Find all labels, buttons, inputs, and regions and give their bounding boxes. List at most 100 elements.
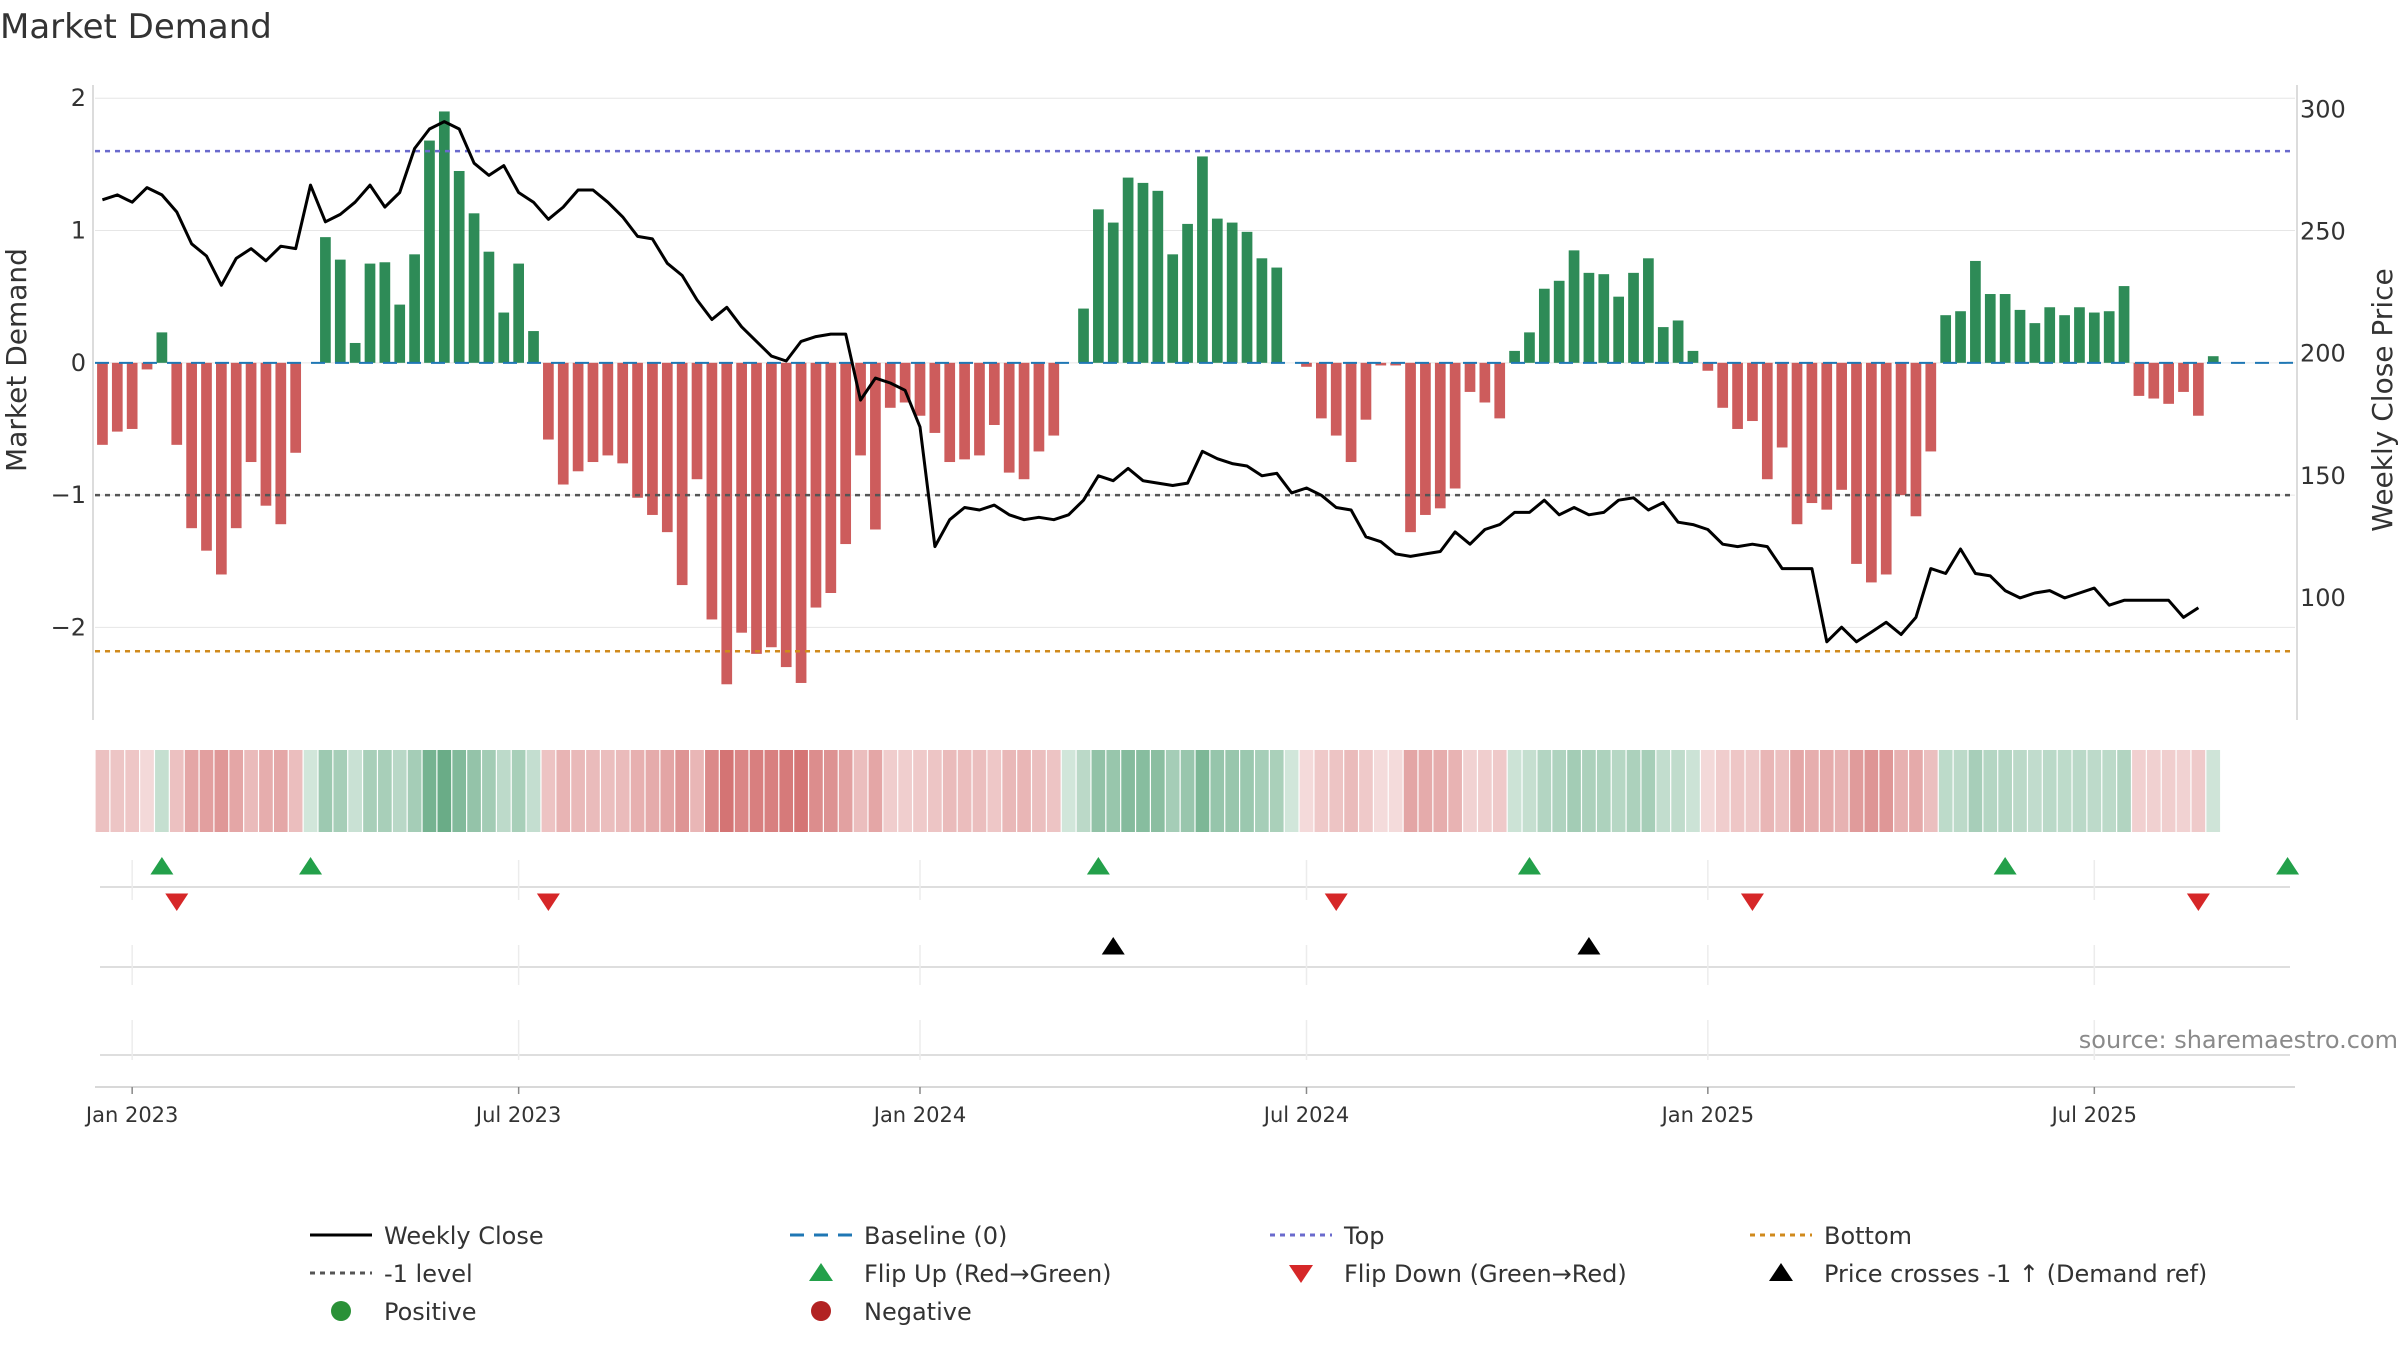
demand-bar: [661, 362, 673, 533]
legend-swatch: [331, 1301, 351, 1321]
demand-bar: [334, 259, 346, 363]
heat-strip-cell: [1983, 750, 1998, 832]
heat-strip-cell: [214, 750, 229, 832]
heat-strip-cell: [1715, 750, 1730, 832]
axes: 2 1 0 −1 −2 300 250 200 150 100 Jan 2023 Jul 2023 Ja…: [51, 84, 2346, 1127]
heat-strip-cell: [928, 750, 942, 832]
demand-bar: [2133, 362, 2145, 396]
heat-strip-cell: [2057, 750, 2072, 832]
demand-bar: [2178, 362, 2189, 392]
demand-bar: [186, 362, 197, 529]
heat-strip-cell: [1998, 750, 2012, 832]
demand-bar: [1375, 362, 1387, 366]
x-tick-label: Jan 2024: [872, 1103, 967, 1127]
heat-strip-cell: [779, 750, 794, 832]
heat-strip-cell: [1968, 750, 1983, 832]
heat-strip-cell: [1641, 750, 1656, 832]
demand-bar: [1405, 362, 1416, 533]
y-tick-left: 0: [71, 349, 86, 377]
demand-bar: [1152, 190, 1164, 363]
demand-bar: [513, 263, 524, 363]
heat-strip-cell: [1894, 750, 1908, 832]
demand-bar: [795, 362, 807, 683]
demand-bar: [1197, 156, 1208, 363]
demand-bar: [156, 332, 168, 363]
y-tick-right: 300: [2300, 95, 2346, 123]
heat-strip-cell: [199, 750, 214, 832]
flip-up-marker: [1993, 857, 2017, 875]
demand-bar: [1360, 362, 1372, 420]
heat-strip-cell: [898, 750, 912, 832]
heat-strip-cell: [1136, 750, 1150, 832]
flip-up-marker: [1086, 857, 1110, 875]
demand-bar: [1330, 362, 1342, 436]
heat-strip-cell: [809, 750, 823, 832]
demand-bar: [2059, 315, 2070, 363]
legend: Weekly Close Baseline (0) Top Bottom -1 leve…: [310, 1222, 2207, 1326]
y-tick-right: 150: [2300, 462, 2346, 490]
heat-strip-cell: [511, 750, 526, 832]
heat-strip-cell: [2117, 750, 2131, 832]
event-markers: [150, 857, 2300, 955]
heat-strip-cell: [1433, 750, 1448, 832]
heat-strip-cell: [1106, 750, 1121, 832]
demand-bar: [810, 362, 822, 608]
heat-strip-cell: [1359, 750, 1373, 832]
chart-title: Market Demand: [0, 7, 272, 47]
demand-bar: [1524, 332, 1535, 363]
demand-bar: [2029, 323, 2041, 363]
x-tick-label: Jul 2023: [474, 1103, 561, 1127]
demand-bar: [290, 362, 302, 453]
legend-swatch: [809, 1263, 833, 1281]
demand-bar: [1761, 362, 1773, 480]
heat-strip-cell: [318, 750, 333, 832]
heat-strip-cell: [1002, 750, 1017, 832]
demand-bar: [2044, 307, 2056, 363]
demand-bar: [1925, 362, 1937, 452]
heat-strip-cell: [1478, 750, 1492, 832]
demand-bar: [1568, 250, 1580, 363]
heat-strip-cell: [2042, 750, 2057, 832]
demand-bar: [914, 362, 926, 416]
demand-bar: [1494, 362, 1506, 419]
heat-strip-cell: [1403, 750, 1418, 832]
demand-bar: [1999, 294, 2011, 363]
heat-strip-cell: [467, 750, 481, 832]
heat-strip-cell: [1701, 750, 1715, 832]
heat-strip-cell: [794, 750, 808, 832]
demand-bar: [988, 362, 1000, 425]
heat-strip-cell: [1061, 750, 1076, 832]
demand-bar: [706, 362, 718, 620]
heat-strip-cell: [2191, 750, 2206, 832]
heat-strip-cell: [333, 750, 348, 832]
heat-strip-cell: [1046, 750, 1061, 832]
heat-strip-cell: [957, 750, 972, 832]
demand-bar: [1509, 350, 1520, 363]
demand-bar: [1955, 311, 1966, 363]
heat-strip-cell: [2161, 750, 2176, 832]
heat-strip-cell: [1567, 750, 1581, 832]
demand-bar: [2074, 307, 2085, 363]
legend-label: Flip Up (Red→Green): [864, 1260, 1112, 1288]
heat-strip-cell: [1834, 750, 1849, 832]
demand-bar: [1256, 258, 1268, 363]
heat-strip-cell: [1255, 750, 1269, 832]
demand-bar: [1940, 315, 1952, 363]
demand-bar: [1806, 362, 1818, 504]
demand-bar: [1316, 362, 1327, 419]
legend-swatch: [811, 1301, 831, 1321]
demand-bar: [543, 362, 554, 440]
heat-strip-cell: [2087, 750, 2102, 832]
demand-bar: [97, 362, 108, 445]
demand-bar: [230, 362, 242, 529]
heat-strip-cell: [1344, 750, 1358, 832]
demand-bar: [1583, 272, 1595, 363]
heat-strip-cell: [496, 750, 511, 832]
heat-strip-cell: [273, 750, 288, 832]
demand-bar: [840, 362, 852, 545]
demand-bar: [2118, 286, 2130, 363]
heat-strip-cell: [482, 750, 496, 832]
heat-strip-cell: [1463, 750, 1477, 832]
y-axis-label-left: Market Demand: [0, 248, 33, 472]
heat-strip-cell: [110, 750, 125, 832]
